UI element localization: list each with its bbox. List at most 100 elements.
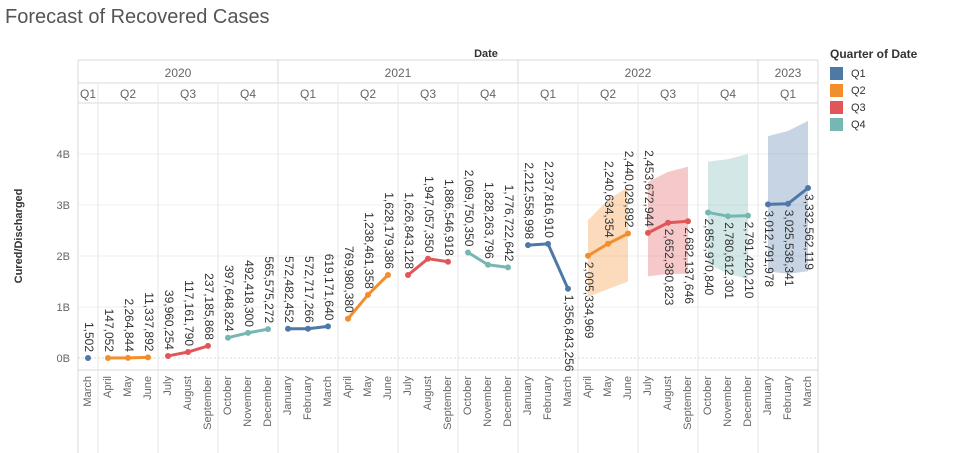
data-label: 147,052 [102, 309, 116, 353]
x-tick-label: March [802, 376, 814, 407]
legend-swatch [830, 67, 843, 80]
quarter-label: Q1 [80, 87, 96, 101]
data-point [465, 249, 471, 256]
quarter-label: Q1 [780, 87, 796, 101]
data-label: 3,332,562,119 [802, 194, 816, 270]
legend-item[interactable]: Q4 [830, 116, 917, 133]
x-tick-label: March [322, 376, 334, 407]
quarter-label: Q4 [720, 87, 736, 101]
x-tick-label: December [502, 376, 514, 427]
x-tick-label: January [762, 376, 774, 416]
data-point [145, 354, 151, 361]
data-label: 237,185,868 [202, 273, 216, 340]
x-tick-label: December [742, 376, 754, 427]
data-label: 1,502 [82, 322, 96, 352]
data-point [745, 212, 751, 219]
data-point [705, 209, 711, 216]
data-point [265, 326, 271, 333]
year-label: 2021 [385, 66, 412, 80]
x-tick-label: June [622, 376, 634, 400]
x-tick-label: November [482, 376, 494, 427]
x-tick-label: October [702, 376, 714, 415]
quarter-label: Q2 [600, 87, 616, 101]
data-point [405, 272, 411, 279]
data-label: 2,791,420,210 [742, 222, 756, 299]
year-label: 2022 [625, 66, 652, 80]
y-axis-title: Cured/Discharged [13, 189, 25, 284]
data-label: 397,648,824 [222, 265, 236, 332]
data-label: 2,853,970,840 [702, 218, 716, 295]
x-tick-label: October [462, 376, 474, 415]
x-tick-label: August [422, 376, 434, 410]
quarter-label: Q1 [300, 87, 316, 101]
x-tick-label: June [142, 376, 154, 400]
data-label: 11,337,892 [142, 292, 156, 351]
quarter-label: Q2 [120, 87, 136, 101]
data-label: 492,418,300 [242, 260, 256, 327]
year-label: 2023 [775, 66, 802, 80]
x-tick-label: July [162, 376, 174, 396]
quarter-label: Q2 [360, 87, 376, 101]
data-label: 3,012,791,978 [762, 210, 776, 287]
data-label: 1,947,057,350 [422, 176, 436, 253]
data-label: 39,960,254 [162, 290, 176, 350]
data-point [325, 323, 331, 330]
data-point [85, 354, 91, 361]
data-point [445, 258, 451, 265]
quarter-label: Q4 [480, 87, 496, 101]
x-tick-label: September [442, 376, 454, 430]
data-point [225, 334, 231, 341]
quarter-label: Q3 [180, 87, 196, 101]
data-label: 1,356,843,256 [562, 295, 576, 372]
quarter-label: Q1 [540, 87, 556, 101]
x-tick-label: May [122, 376, 134, 397]
data-point [785, 200, 791, 207]
data-point [665, 219, 671, 226]
data-point [505, 264, 511, 271]
data-label: 1,238,461,358 [362, 212, 376, 289]
x-tick-label: June [382, 376, 394, 400]
data-point [385, 271, 391, 278]
data-point [765, 201, 771, 208]
legend-item[interactable]: Q2 [830, 82, 917, 99]
data-point [185, 349, 191, 356]
legend-item[interactable]: Q3 [830, 99, 917, 116]
legend-label: Q1 [851, 67, 866, 80]
data-label: 572,717,266 [302, 256, 316, 323]
data-point [485, 261, 491, 268]
data-label: 2,264,844 [122, 298, 136, 352]
x-tick-label: August [182, 376, 194, 410]
data-label: 2,780,612,301 [722, 222, 736, 299]
x-tick-label: April [102, 376, 114, 398]
data-label: 2,240,634,354 [602, 161, 616, 238]
data-point [305, 325, 311, 332]
data-point [565, 285, 571, 292]
data-label: 2,005,334,969 [582, 262, 596, 339]
data-label: 3,025,538,341 [782, 210, 796, 287]
x-tick-label: March [82, 376, 94, 407]
year-label: 2020 [165, 66, 192, 80]
x-tick-label: October [222, 376, 234, 415]
y-tick-label: 4B [57, 149, 70, 161]
legend-item[interactable]: Q1 [830, 65, 917, 82]
x-tick-label: July [402, 376, 414, 396]
data-point [125, 354, 131, 361]
data-label: 2,652,380,823 [662, 229, 676, 306]
data-label: 2,453,672,944 [642, 150, 656, 227]
x-tick-label: September [682, 376, 694, 430]
legend-title: Quarter of Date [830, 47, 918, 61]
x-tick-label: March [562, 376, 574, 407]
x-tick-label: January [282, 376, 294, 416]
x-tick-label: January [522, 376, 534, 416]
data-label: 1,626,843,128 [402, 192, 416, 269]
data-label: 2,069,750,350 [462, 170, 476, 247]
data-label: 2,212,558,998 [522, 162, 536, 239]
data-label: 2,237,816,910 [542, 161, 556, 238]
column-header: Date [474, 48, 498, 60]
x-tick-label: April [582, 376, 594, 398]
data-point [345, 315, 351, 322]
x-tick-label: September [202, 376, 214, 430]
x-tick-label: August [662, 376, 674, 410]
legend-swatch [830, 101, 843, 114]
data-point [165, 352, 171, 359]
